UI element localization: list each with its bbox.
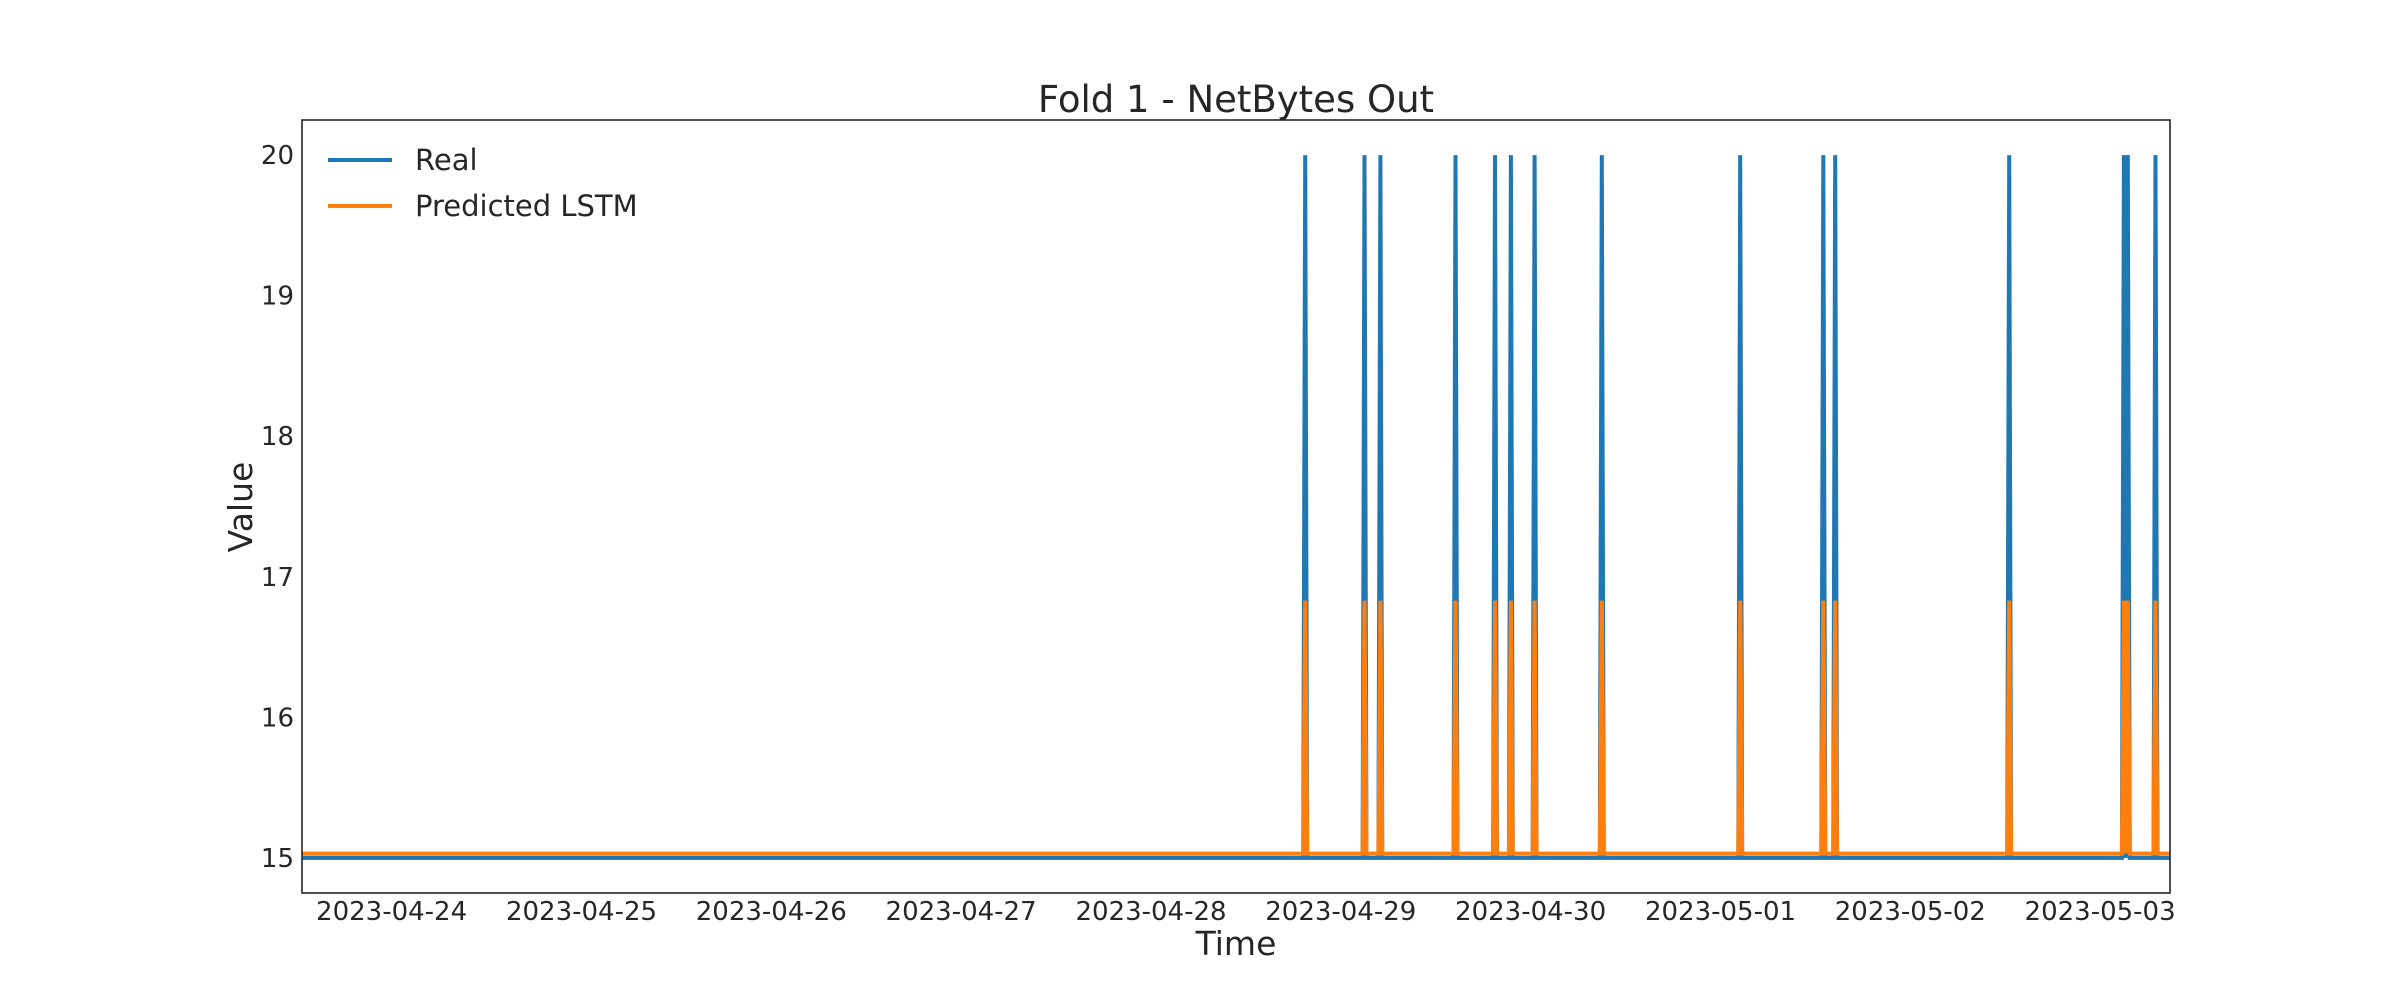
chart-title: Fold 1 - NetBytes Out	[1038, 78, 1434, 121]
y-tick-label: 18	[261, 422, 294, 452]
x-axis-label: Time	[1195, 924, 1277, 963]
series-line-real	[302, 155, 2170, 860]
legend: Real Predicted LSTM	[328, 143, 638, 223]
y-axis-label: Value	[221, 462, 260, 553]
x-tick-label: 2023-05-01	[1645, 897, 1796, 927]
series-line-predicted-lstm	[302, 600, 2170, 856]
x-tick-label: 2023-05-03	[2025, 897, 2176, 927]
x-tick-label: 2023-04-24	[316, 897, 467, 927]
x-tick-label: 2023-04-29	[1265, 897, 1416, 927]
x-tick-label: 2023-04-26	[696, 897, 847, 927]
y-tick-label: 17	[261, 563, 294, 593]
x-axis: 2023-04-24 2023-04-25 2023-04-26 2023-04-27…	[316, 897, 2176, 927]
x-tick-label: 2023-04-27	[886, 897, 1037, 927]
y-tick-label: 20	[261, 141, 294, 171]
legend-label-predicted-lstm: Predicted LSTM	[415, 189, 638, 223]
x-tick-label: 2023-04-25	[506, 897, 657, 927]
x-tick-label: 2023-05-02	[1835, 897, 1986, 927]
y-tick-label: 19	[261, 282, 294, 312]
y-axis: 15 16 17 18 19 20	[261, 141, 294, 874]
y-tick-label: 15	[261, 844, 294, 874]
x-tick-label: 2023-04-30	[1455, 897, 1606, 927]
plot-frame	[301, 119, 2171, 894]
y-tick-label: 16	[261, 703, 294, 733]
series-layer	[302, 155, 2170, 860]
x-tick-label: 2023-04-28	[1075, 897, 1226, 927]
legend-label-real: Real	[415, 143, 478, 177]
